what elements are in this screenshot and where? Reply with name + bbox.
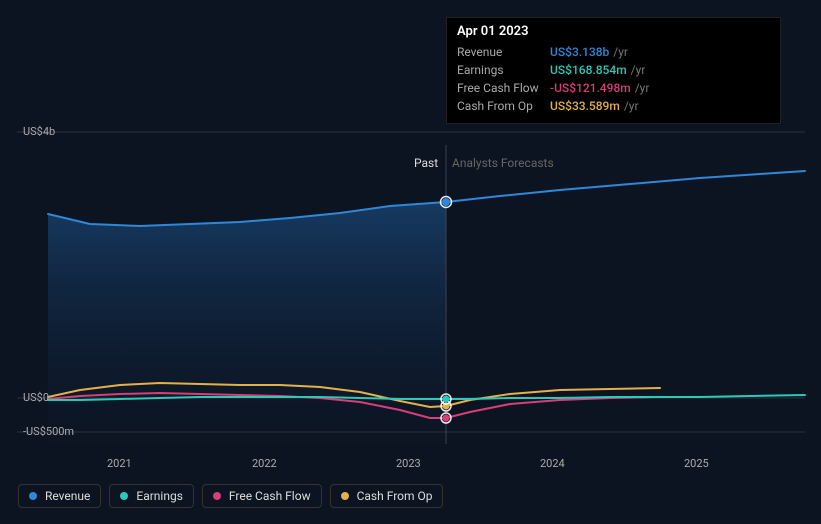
forecast-label: Analysts Forecasts	[452, 156, 554, 170]
tooltip-row-label: Cash From Op	[457, 99, 550, 113]
tooltip-row-value: US$3.138b	[550, 45, 609, 59]
legend-dot-icon	[29, 492, 37, 500]
tooltip-row-suffix: /yr	[635, 81, 650, 95]
tooltip-row-label: Revenue	[457, 45, 550, 59]
legend-item[interactable]: Cash From Op	[330, 484, 444, 508]
tooltip-row-suffix: /yr	[631, 63, 646, 77]
tooltip-row-value: US$33.589m	[550, 99, 620, 113]
tooltip-row: Free Cash Flow-US$121.498m/yr	[457, 79, 770, 97]
x-tick-label: 2024	[540, 457, 565, 470]
legend-label: Revenue	[45, 489, 90, 503]
legend-label: Free Cash Flow	[229, 489, 311, 503]
legend-dot-icon	[213, 492, 221, 500]
x-tick-label: 2025	[684, 457, 709, 470]
legend-item[interactable]: Revenue	[18, 484, 101, 508]
chart-tooltip: Apr 01 2023 RevenueUS$3.138b/yrEarningsU…	[446, 17, 781, 124]
x-tick-label: 2022	[252, 457, 277, 470]
legend-dot-icon	[341, 492, 349, 500]
tooltip-row-suffix: /yr	[624, 99, 639, 113]
financials-chart: US$4b US$0 -US$500m 2021 2022 2023 2024 2025 P…	[0, 0, 821, 524]
tooltip-row: EarningsUS$168.854m/yr	[457, 61, 770, 79]
legend-item[interactable]: Free Cash Flow	[202, 484, 322, 508]
tooltip-row-value: US$168.854m	[550, 63, 627, 77]
y-tick-label: US$4b	[23, 125, 55, 138]
past-label: Past	[414, 156, 438, 170]
tooltip-row-label: Earnings	[457, 63, 550, 77]
tooltip-title: Apr 01 2023	[457, 24, 770, 43]
legend-dot-icon	[120, 492, 128, 500]
legend-label: Earnings	[136, 489, 183, 503]
tooltip-row: Cash From OpUS$33.589m/yr	[457, 97, 770, 115]
tooltip-row-suffix: /yr	[613, 45, 628, 59]
tooltip-row-value: -US$121.498m	[550, 81, 631, 95]
legend-item[interactable]: Earnings	[109, 484, 194, 508]
tooltip-row-label: Free Cash Flow	[457, 81, 550, 95]
chart-legend: Revenue Earnings Free Cash Flow Cash From O…	[18, 484, 443, 508]
y-tick-label: -US$500m	[23, 425, 74, 438]
tooltip-row: RevenueUS$3.138b/yr	[457, 43, 770, 61]
x-tick-label: 2023	[396, 457, 421, 470]
legend-label: Cash From Op	[357, 489, 433, 503]
x-tick-label: 2021	[107, 457, 132, 470]
y-tick-label: US$0	[23, 391, 49, 404]
